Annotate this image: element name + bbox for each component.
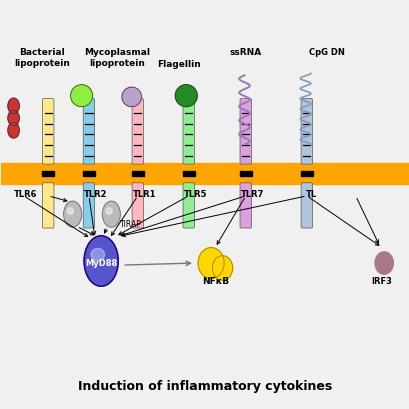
Bar <box>239 171 245 177</box>
Bar <box>131 171 137 177</box>
Text: MyD88: MyD88 <box>85 258 117 267</box>
FancyBboxPatch shape <box>239 99 251 165</box>
Text: Bacterial
lipoprotein: Bacterial lipoprotein <box>14 48 70 67</box>
Bar <box>300 171 306 177</box>
Text: TLR1: TLR1 <box>133 189 156 198</box>
Bar <box>89 171 95 177</box>
Text: TLR7: TLR7 <box>240 189 264 198</box>
Ellipse shape <box>67 208 73 215</box>
FancyBboxPatch shape <box>83 183 94 229</box>
Text: TLR5: TLR5 <box>183 189 207 198</box>
FancyBboxPatch shape <box>43 99 54 165</box>
FancyBboxPatch shape <box>132 99 143 165</box>
Text: NFκB: NFκB <box>202 276 229 285</box>
Bar <box>42 171 48 177</box>
FancyBboxPatch shape <box>300 183 312 229</box>
Text: TLR6: TLR6 <box>14 189 38 198</box>
Ellipse shape <box>212 256 232 281</box>
Ellipse shape <box>102 202 120 228</box>
Bar <box>49 171 54 177</box>
Ellipse shape <box>8 111 19 126</box>
Text: ssRNA: ssRNA <box>229 48 261 57</box>
Circle shape <box>121 88 141 108</box>
Bar <box>138 171 144 177</box>
Bar <box>83 171 88 177</box>
FancyBboxPatch shape <box>182 183 194 229</box>
Bar <box>189 171 194 177</box>
Ellipse shape <box>63 202 81 228</box>
Ellipse shape <box>91 249 104 261</box>
Bar <box>245 171 251 177</box>
Circle shape <box>175 85 197 108</box>
Ellipse shape <box>106 208 112 215</box>
Circle shape <box>70 85 92 108</box>
FancyBboxPatch shape <box>239 183 251 229</box>
Bar <box>306 171 312 177</box>
Text: IRF3: IRF3 <box>371 276 392 285</box>
Text: Flagellin: Flagellin <box>156 60 200 69</box>
Bar <box>182 171 188 177</box>
Text: TIRAP: TIRAP <box>119 220 141 229</box>
FancyBboxPatch shape <box>83 99 94 165</box>
Ellipse shape <box>8 123 19 139</box>
Text: TLR2: TLR2 <box>84 189 107 198</box>
Ellipse shape <box>84 236 118 287</box>
FancyBboxPatch shape <box>182 99 194 165</box>
Ellipse shape <box>198 248 224 279</box>
Text: Mycoplasmal
lipoprotein: Mycoplasmal lipoprotein <box>84 48 150 67</box>
Ellipse shape <box>374 252 392 274</box>
FancyBboxPatch shape <box>43 183 54 229</box>
FancyBboxPatch shape <box>300 99 312 165</box>
Ellipse shape <box>8 99 19 115</box>
FancyBboxPatch shape <box>132 183 143 229</box>
Text: TL: TL <box>306 189 317 198</box>
Text: Induction of inflammatory cytokines: Induction of inflammatory cytokines <box>78 379 331 392</box>
Text: CpG DN: CpG DN <box>308 48 344 57</box>
Bar <box>1 164 408 184</box>
